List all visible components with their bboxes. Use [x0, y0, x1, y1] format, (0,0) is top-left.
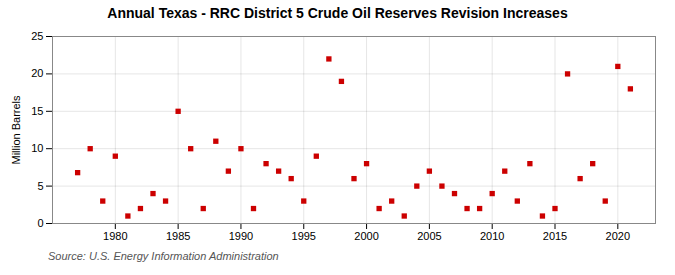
svg-text:10: 10	[31, 142, 43, 154]
svg-text:2015: 2015	[543, 230, 567, 242]
svg-text:2000: 2000	[354, 230, 378, 242]
html-text:Annual Texas - RRC District 5: Annual Texas - RRC District 5 Crude Oil …	[107, 5, 568, 21]
svg-text:1985: 1985	[166, 230, 190, 242]
svg-text:20: 20	[31, 67, 43, 79]
svg-text:25: 25	[31, 30, 43, 42]
svg-text:2005: 2005	[417, 230, 441, 242]
svg-text:1995: 1995	[292, 230, 316, 242]
svg-text:5: 5	[37, 180, 43, 192]
svg-text:1990: 1990	[229, 230, 253, 242]
svg-text:1980: 1980	[103, 230, 127, 242]
html-text:Source: U.S. Energy Informatio: Source: U.S. Energy Information Administ…	[48, 250, 279, 262]
svg-text:Million Barrels: Million Barrels	[10, 95, 22, 165]
svg-text:15: 15	[31, 105, 43, 117]
svg-text:0: 0	[37, 217, 43, 229]
svg-text:2010: 2010	[480, 230, 504, 242]
svg-text:2020: 2020	[606, 230, 630, 242]
